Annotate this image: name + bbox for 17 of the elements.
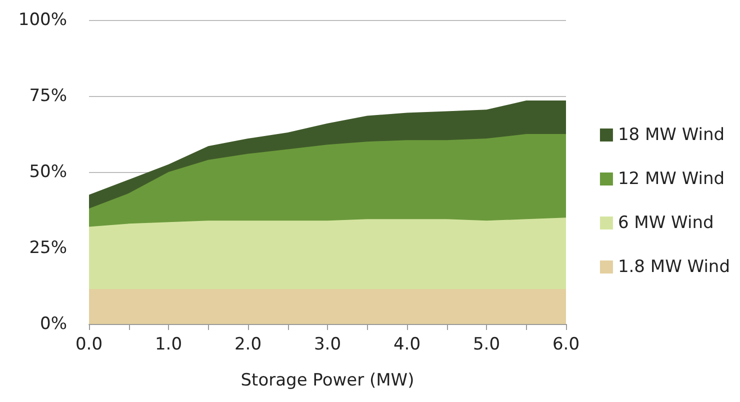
x-tick-label: 0.0	[75, 334, 103, 354]
y-tick-label: 100%	[18, 10, 67, 30]
x-tick-label: 6.0	[552, 334, 580, 354]
y-tick-label: 75%	[29, 86, 67, 106]
x-tick-label: 3.0	[314, 334, 342, 354]
legend-label: 12 MW Wind	[618, 169, 725, 189]
x-tick-label: 2.0	[234, 334, 262, 354]
y-tick-label: 0%	[40, 314, 67, 334]
y-tick-label: 50%	[29, 162, 67, 182]
x-axis-title: Storage Power (MW)	[240, 370, 414, 390]
y-tick-label: 25%	[29, 238, 67, 258]
x-tick-label: 1.0	[154, 334, 182, 354]
x-tick-label: 5.0	[472, 334, 500, 354]
legend-label: 6 MW Wind	[618, 213, 714, 233]
legend-label: 18 MW Wind	[618, 125, 725, 145]
legend-label: 1.8 MW Wind	[618, 257, 730, 277]
x-tick-label: 4.0	[393, 334, 421, 354]
